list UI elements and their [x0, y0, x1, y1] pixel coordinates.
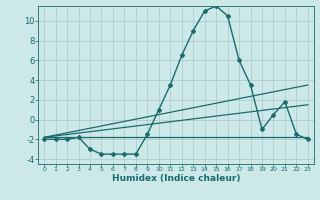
X-axis label: Humidex (Indice chaleur): Humidex (Indice chaleur)	[112, 174, 240, 183]
